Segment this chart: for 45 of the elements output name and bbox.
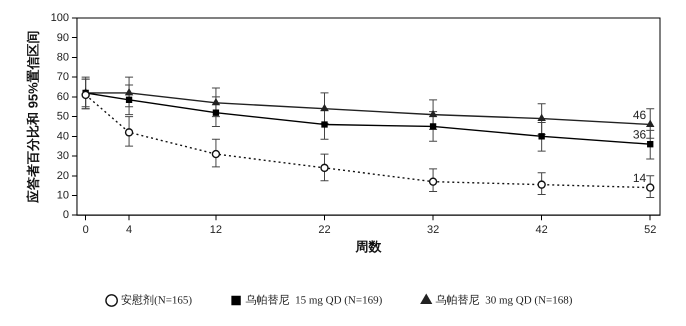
y-tick-label: 70: [56, 71, 69, 84]
y-tick-label: 60: [56, 90, 69, 103]
point: [537, 180, 546, 189]
point: [647, 141, 654, 148]
point: [212, 109, 220, 116]
point: [538, 114, 546, 122]
x-tick-label: 4: [126, 224, 132, 236]
point: [429, 110, 437, 118]
x-tick-label: 0: [82, 224, 89, 236]
point: [81, 90, 90, 100]
y-tick-label: 30: [56, 150, 69, 162]
point: [646, 183, 654, 192]
x-tick-label: 22: [318, 224, 331, 236]
legend-label: 乌帕替尼 15 mg QD (N=169): [246, 293, 383, 306]
x-tick-label: 12: [210, 224, 222, 236]
y-tick-label: 20: [56, 170, 69, 182]
x-tick-label: 32: [426, 224, 440, 236]
x-tick-label: 42: [536, 224, 548, 236]
point: [125, 88, 133, 96]
point: [124, 128, 134, 137]
y-tick-label: 90: [56, 32, 69, 44]
point: [428, 177, 438, 186]
legend-label: 安慰剂(N=165): [121, 293, 192, 306]
y-axis-title: 应答者百分比和 95%置信区间: [25, 30, 40, 204]
point: [538, 133, 545, 140]
y-tick-label: 10: [56, 190, 69, 202]
point: [646, 120, 654, 127]
y-tick-label: 0: [62, 209, 69, 222]
point: [320, 104, 328, 112]
point: [212, 150, 220, 158]
y-tick-label: 80: [56, 51, 69, 64]
point: [126, 96, 132, 104]
x-axis-title: 周数: [354, 238, 382, 254]
x-tick-label: 52: [644, 224, 656, 236]
data-label: 14: [632, 170, 647, 185]
point: [321, 121, 328, 128]
y-tick-label: 40: [56, 130, 69, 142]
point: [430, 123, 436, 130]
legend-label: 乌帕替尼 30 mg QD (N=168): [436, 293, 573, 306]
data-label: 46: [632, 108, 647, 122]
y-tick-label: 100: [50, 12, 69, 24]
point: [320, 164, 329, 172]
data-label: 36: [632, 128, 647, 142]
point: [212, 98, 220, 106]
y-tick-label: 50: [56, 110, 69, 123]
